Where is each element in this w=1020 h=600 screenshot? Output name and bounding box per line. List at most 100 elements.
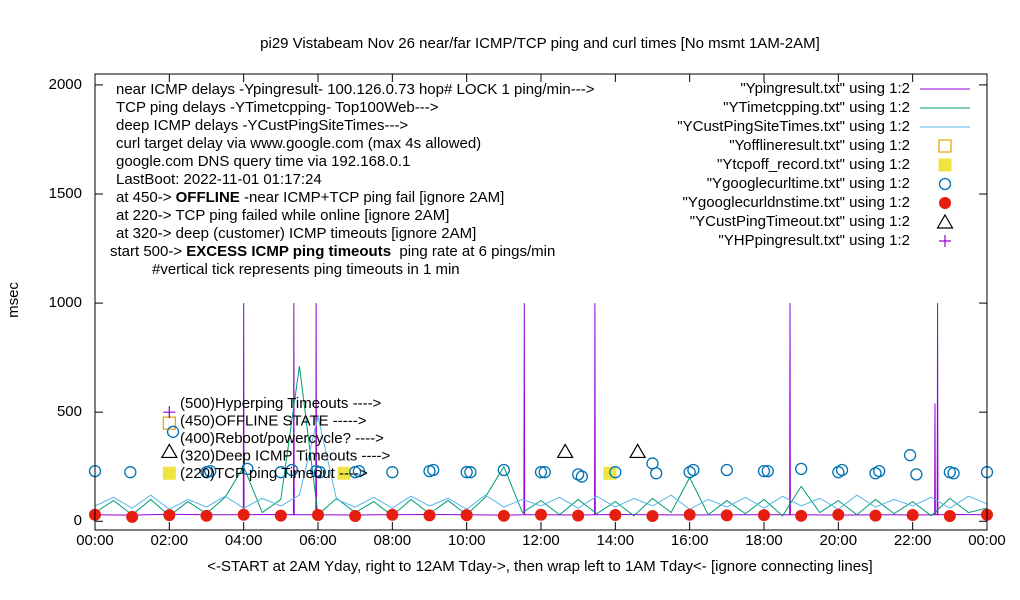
x-tick-label: 06:00 bbox=[299, 532, 337, 549]
circle-marker bbox=[757, 464, 771, 478]
x-tick-label: 10:00 bbox=[448, 532, 486, 549]
y-axis-label: msec bbox=[5, 282, 22, 318]
circle-marker bbox=[910, 468, 923, 481]
circle-marker bbox=[423, 509, 436, 522]
triangle-marker bbox=[556, 443, 574, 459]
legend-swatch bbox=[938, 139, 952, 153]
note-part: TCP ping delays -YTimetcpping- Top100Web… bbox=[116, 99, 439, 116]
point-label: (500)Hyperping Timeouts ----> bbox=[180, 395, 382, 412]
legend-label: "Ytcpoff_record.txt" using 1:2 bbox=[717, 156, 910, 173]
note-part: at 220-> TCP ping failed while online [i… bbox=[116, 207, 449, 224]
circle-marker bbox=[124, 466, 137, 479]
x-axis-label: <-START at 2AM Yday, right to 12AM Tday-… bbox=[207, 558, 872, 575]
circle-marker bbox=[943, 510, 956, 523]
note-part: google.com DNS query time via 192.168.0.… bbox=[116, 153, 410, 170]
circle-marker bbox=[312, 508, 324, 521]
circle-marker bbox=[720, 463, 733, 477]
x-tick-label: 18:00 bbox=[745, 532, 783, 549]
legend-label: "Ygooglecurldnstime.txt" using 1:2 bbox=[683, 194, 910, 211]
legend-swatch bbox=[936, 213, 954, 229]
circle-marker bbox=[386, 508, 399, 521]
circle-marker bbox=[761, 464, 774, 478]
note-part: -near ICMP+TCP ping fail [ignore 2AM] bbox=[240, 189, 504, 206]
note: deep ICMP delays -YCustPingSiteTimes---> bbox=[116, 117, 408, 134]
circle-marker bbox=[534, 466, 548, 479]
legend-swatch bbox=[938, 158, 952, 172]
note-part: at 450-> bbox=[116, 189, 176, 206]
circle-marker bbox=[386, 466, 399, 479]
circle-marker bbox=[650, 467, 663, 480]
legend-label: "Ygooglecurltime.txt" using 1:2 bbox=[707, 175, 910, 192]
circle-marker bbox=[237, 508, 250, 521]
legend-label: "Ypingresult.txt" using 1:2 bbox=[740, 80, 910, 97]
legend-label: "YTimetcpping.txt" using 1:2 bbox=[723, 99, 910, 116]
note: at 320-> deep (customer) ICMP timeouts [… bbox=[116, 225, 476, 242]
circle-marker bbox=[906, 508, 919, 521]
circle-marker bbox=[538, 466, 551, 479]
note-part: EXCESS ICMP ping timeouts bbox=[186, 243, 391, 260]
circle-marker bbox=[464, 466, 477, 479]
circle-marker bbox=[575, 470, 589, 483]
x-tick-label: 22:00 bbox=[894, 532, 932, 549]
legend-swatch bbox=[939, 235, 951, 247]
y-tick-label: 1000 bbox=[49, 294, 82, 311]
note: google.com DNS query time via 192.168.0.… bbox=[116, 153, 410, 170]
plot-area bbox=[88, 303, 994, 523]
circle-marker bbox=[609, 466, 622, 479]
circle-marker bbox=[795, 509, 808, 522]
point-label: (400)Reboot/powercycle? ----> bbox=[180, 430, 384, 447]
circle-marker bbox=[832, 508, 845, 521]
x-tick-label: 04:00 bbox=[225, 532, 263, 549]
circle-marker bbox=[166, 425, 180, 438]
note: curl target delay via www.google.com (ma… bbox=[116, 135, 481, 152]
note: TCP ping delays -YTimetcpping- Top100Web… bbox=[116, 99, 439, 116]
series-line bbox=[94, 366, 988, 517]
note-part: #vertical tick represents ping timeouts … bbox=[152, 261, 460, 278]
legend-label: "YCustPingSiteTimes.txt" using 1:2 bbox=[677, 118, 910, 135]
point-label: (320)Deep ICMP Timeouts ----> bbox=[180, 447, 390, 464]
note: LastBoot: 2022-11-01 01:17:24 bbox=[116, 171, 322, 188]
circle-marker bbox=[285, 463, 299, 477]
y-tick-label: 2000 bbox=[49, 76, 82, 93]
note-part: near ICMP delays -Ypingresult- 100.126.0… bbox=[116, 81, 595, 98]
legend-swatch bbox=[938, 177, 952, 191]
x-tick-label: 12:00 bbox=[522, 532, 560, 549]
note-part: at 320-> deep (customer) ICMP timeouts [… bbox=[116, 225, 476, 242]
circle-marker bbox=[241, 462, 254, 476]
circle-marker bbox=[572, 509, 585, 522]
note: #vertical tick represents ping timeouts … bbox=[152, 261, 460, 278]
circle-marker bbox=[535, 508, 547, 521]
x-tick-label: 02:00 bbox=[151, 532, 189, 549]
note-part: OFFLINE bbox=[176, 189, 240, 206]
circle-marker bbox=[873, 464, 886, 478]
x-tick-label: 14:00 bbox=[597, 532, 635, 549]
circle-marker bbox=[352, 464, 366, 478]
y-tick-label: 0 bbox=[74, 512, 82, 529]
note-part: ping rate at 6 pings/min bbox=[391, 243, 555, 260]
chart-title: pi29 Vistabeam Nov 26 near/far ICMP/TCP … bbox=[260, 35, 820, 52]
square-marker bbox=[337, 466, 351, 480]
triangle-marker bbox=[629, 443, 647, 459]
circle-marker bbox=[835, 463, 849, 477]
circle-marker bbox=[947, 467, 960, 480]
note-part: start 500-> bbox=[110, 243, 186, 260]
legend-swatch bbox=[939, 197, 951, 209]
triangle-marker bbox=[160, 443, 178, 459]
y-tick-label: 1500 bbox=[49, 185, 82, 202]
circle-marker bbox=[720, 509, 733, 522]
x-tick-label: 08:00 bbox=[374, 532, 412, 549]
note-part: LastBoot: 2022-11-01 01:17:24 bbox=[116, 171, 322, 188]
circle-marker bbox=[609, 508, 622, 521]
point-label: (450)OFFLINE STATE -----> bbox=[180, 412, 367, 429]
x-tick-label: 00:00 bbox=[76, 532, 114, 549]
y-tick-label: 500 bbox=[57, 403, 82, 420]
circle-marker bbox=[903, 449, 917, 462]
note: at 220-> TCP ping failed while online [i… bbox=[116, 207, 449, 224]
circle-marker bbox=[313, 466, 327, 479]
circle-marker bbox=[646, 510, 659, 523]
circle-marker bbox=[758, 509, 770, 522]
circle-marker bbox=[349, 510, 362, 523]
circle-marker bbox=[200, 509, 213, 522]
legend-label: "YHPpingresult.txt" using 1:2 bbox=[718, 232, 910, 249]
